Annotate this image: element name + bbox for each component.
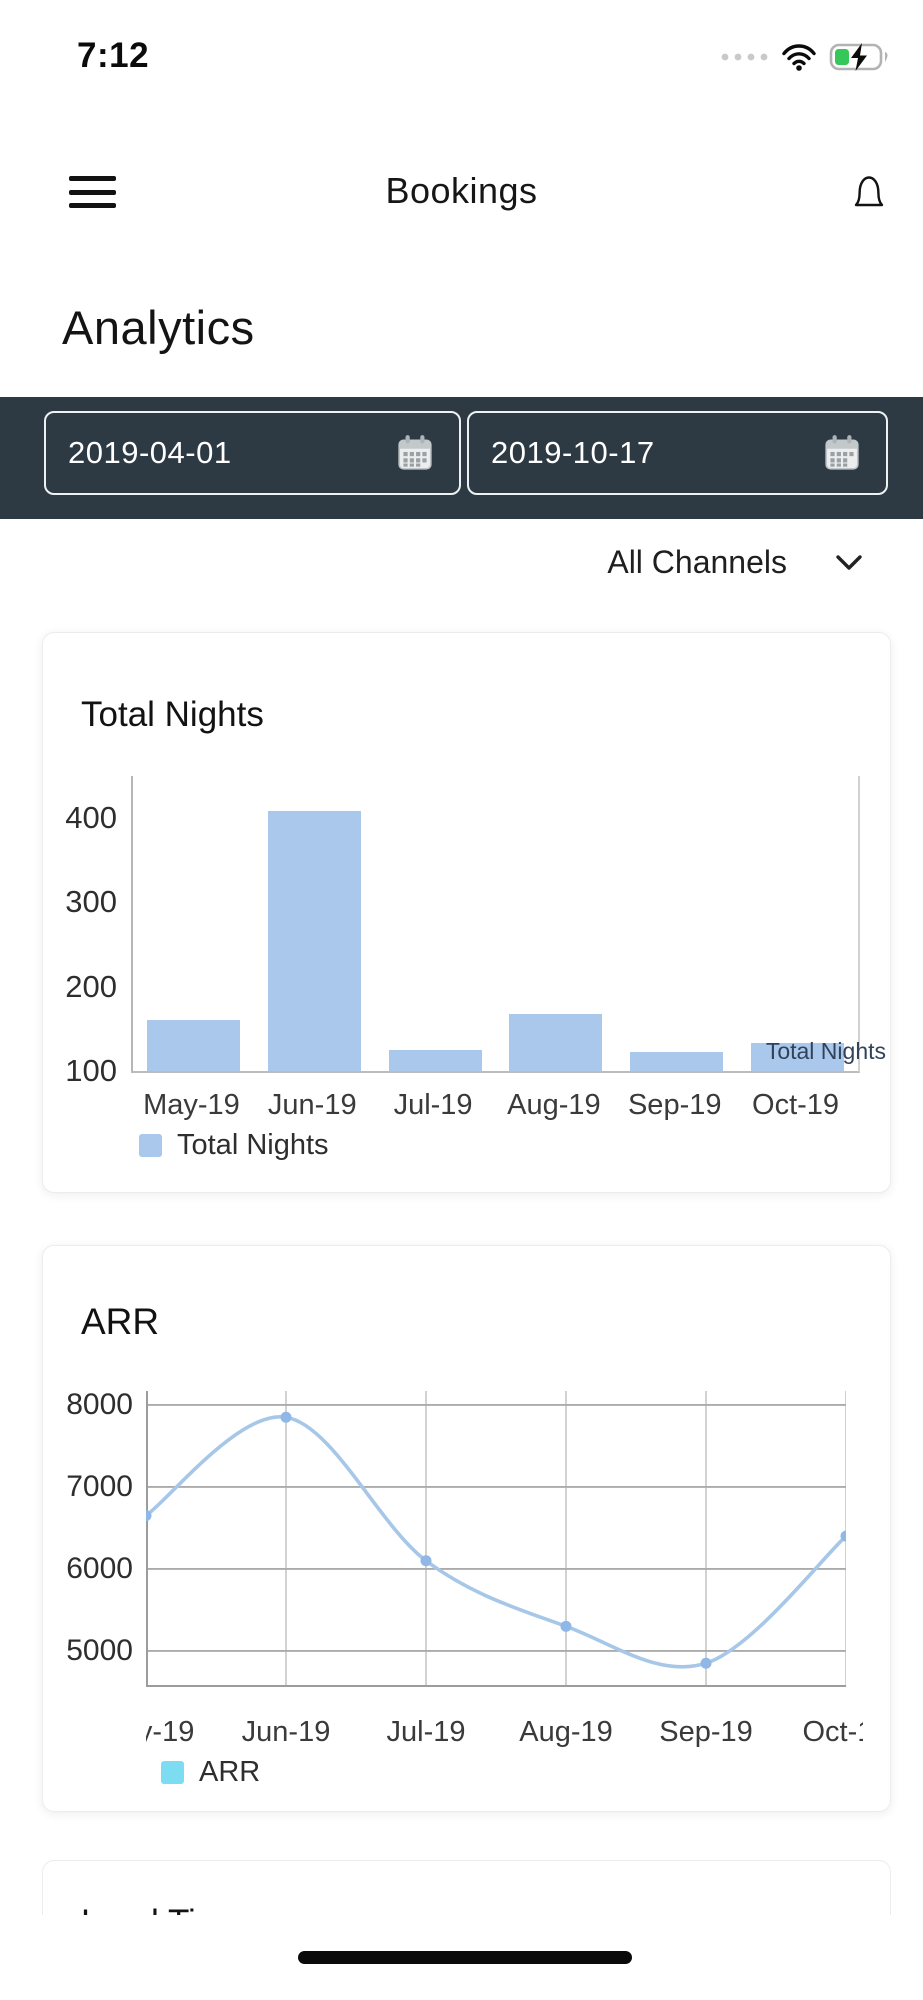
line-yticks: 5000 6000 7000 8000 xyxy=(66,1387,133,1667)
legend-swatch xyxy=(139,1134,162,1157)
wifi-icon xyxy=(782,44,816,71)
battery-charging-icon xyxy=(829,43,888,71)
hamburger-icon xyxy=(69,176,116,181)
bar-chart-plot[interactable] xyxy=(131,776,860,1073)
legend-label: ARR xyxy=(199,1756,261,1788)
chart-legend: ARR xyxy=(161,1756,260,1789)
cellular-signal-dots-icon xyxy=(721,53,768,61)
card-title: Lead Time xyxy=(81,1903,244,1915)
card-title: Total Nights xyxy=(81,695,264,734)
line-chart-plot[interactable] xyxy=(140,1391,852,1687)
date-from-input[interactable]: 2019-04-01 xyxy=(44,411,461,495)
chart-legend: Total Nights xyxy=(139,1129,329,1162)
date-filter-bar: 2019-04-01 2019-10-17 xyxy=(0,397,923,519)
app-title: Bookings xyxy=(385,170,538,211)
notifications-button[interactable] xyxy=(851,172,887,214)
menu-button[interactable] xyxy=(69,176,116,208)
calendar-icon xyxy=(398,435,432,470)
bar-tooltip: Total Nights xyxy=(765,1038,886,1065)
card-title: ARR xyxy=(81,1301,160,1342)
legend-swatch xyxy=(161,1761,184,1784)
home-indicator[interactable] xyxy=(298,1951,632,1964)
bar-yticks: 100 200 300 400 xyxy=(65,800,117,1088)
calendar-icon xyxy=(825,435,859,470)
bell-icon xyxy=(854,176,884,207)
chevron-down-icon xyxy=(836,554,862,570)
bar-xlabels: May-19 Jun-19 Jul-19 Aug-19 Sep-19 Oct-19 xyxy=(143,1089,840,1121)
channel-dropdown[interactable]: All Channels xyxy=(607,544,863,581)
channel-dropdown-value: All Channels xyxy=(607,544,787,580)
total-nights-card: Total Nights 100 200 300 400 Total Nights M… xyxy=(42,632,891,1193)
date-to-input[interactable]: 2019-10-17 xyxy=(467,411,888,495)
status-icons xyxy=(721,42,891,72)
status-time: 7:12 xyxy=(77,36,150,75)
lead-time-card: Lead Time xyxy=(42,1860,891,1915)
legend-label: Total Nights xyxy=(177,1129,329,1161)
date-to-value: 2019-10-17 xyxy=(491,435,655,470)
date-from-value: 2019-04-01 xyxy=(68,435,232,470)
page-title: Analytics xyxy=(62,301,255,354)
